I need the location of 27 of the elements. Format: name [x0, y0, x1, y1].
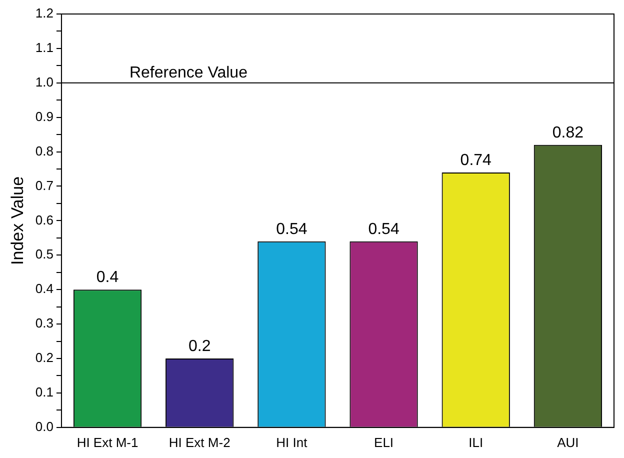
y-tick-label: 1.1	[35, 40, 54, 56]
y-axis-title: Index Value	[8, 176, 27, 265]
x-tick-label: ELI	[374, 434, 394, 450]
data-label: 0.4	[96, 269, 119, 286]
data-label: 0.2	[188, 338, 211, 355]
data-label: 0.54	[368, 220, 400, 238]
x-tick-label: HI Ext M-2	[168, 434, 230, 450]
x-tick-label: AUI	[557, 434, 579, 450]
y-tick-label: 0.0	[35, 418, 54, 434]
x-tick-label: HI Ext M-1	[76, 434, 138, 450]
y-tick-label: 0.3	[35, 316, 54, 331]
y-tick-label: 0.5	[35, 246, 54, 262]
y-tick-label: 1.2	[35, 6, 54, 21]
y-tick-label: 0.8	[35, 143, 54, 158]
y-tick-label: 0.2	[35, 350, 54, 366]
y-tick-label: 0.1	[35, 384, 54, 400]
y-tick-label: 0.4	[35, 281, 54, 296]
y-tick-label: 0.6	[35, 212, 54, 228]
data-label: 0.54	[276, 220, 308, 238]
ref-line-label: Reference Value	[129, 64, 248, 82]
y-tick-label: 0.7	[35, 178, 54, 193]
y-tick-label: 0.9	[35, 108, 54, 124]
y-tick-label: 1.0	[35, 74, 54, 90]
x-tick-label: HI Int	[276, 434, 308, 450]
x-tick-label: ILI	[468, 434, 484, 450]
data-label: 0.82	[552, 124, 584, 142]
data-label: 0.74	[460, 152, 492, 169]
